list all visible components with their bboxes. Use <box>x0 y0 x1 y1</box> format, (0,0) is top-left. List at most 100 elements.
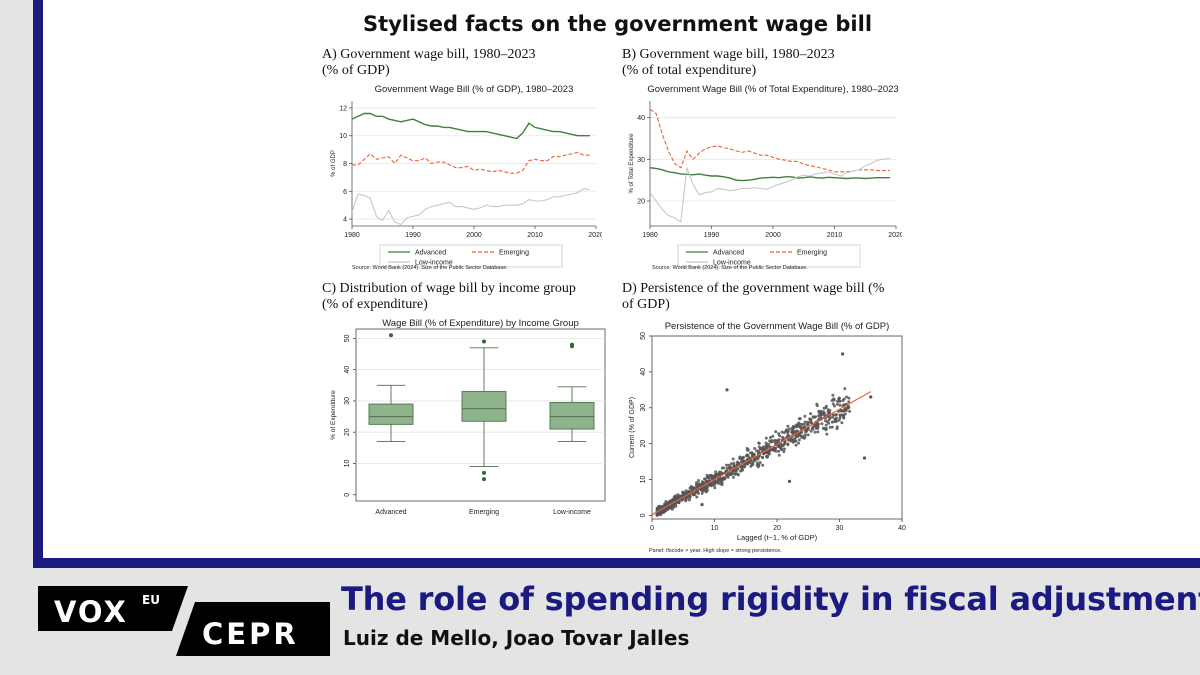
scatter-point <box>773 440 777 443</box>
scatter-point <box>786 424 790 428</box>
article-authors: Luiz de Mello, Joao Tovar Jalles <box>343 626 690 650</box>
y-tick-label: 30 <box>637 157 645 164</box>
scatter-point <box>800 423 804 426</box>
scatter-point <box>706 476 710 480</box>
logo-vox-block <box>38 586 188 631</box>
x-tick-label: 0 <box>650 525 654 532</box>
scatter-point <box>822 412 826 416</box>
series-emerging-line <box>649 108 890 173</box>
scatter-point <box>771 434 775 438</box>
scatter-point <box>791 440 795 444</box>
scatter-point <box>725 466 729 470</box>
scatter-point <box>695 481 698 485</box>
legend-label: Emerging <box>499 250 529 257</box>
scatter-point <box>780 448 784 451</box>
chart-svg: Persistence of the Government Wage Bill … <box>629 321 906 554</box>
scatter-point <box>733 472 736 476</box>
scatter-point <box>690 486 694 489</box>
scatter-point <box>713 486 717 490</box>
x-tick-label: 1990 <box>704 232 720 239</box>
scatter-point <box>732 461 736 465</box>
scatter-point <box>797 438 801 442</box>
legend-label: Low-income <box>415 260 453 267</box>
scatter-point <box>758 461 762 464</box>
x-category-label: Low-income <box>553 509 591 516</box>
scatter-point <box>777 449 781 453</box>
scatter-point <box>684 489 688 493</box>
scatter-point <box>695 495 699 499</box>
scatter-point <box>803 414 807 418</box>
x-tick-label: 2010 <box>527 232 543 239</box>
chart-title: Wage Bill (% of Expenditure) by Income G… <box>382 318 579 329</box>
y-tick-label: 6 <box>343 189 347 196</box>
scatter-point <box>708 483 712 487</box>
scatter-point <box>670 507 674 511</box>
scatter-point <box>732 475 735 479</box>
scatter-point <box>722 466 725 470</box>
box-emerging <box>461 391 507 422</box>
logo-cepr-text: CEPR <box>202 617 299 651</box>
scatter-point <box>784 429 788 433</box>
y-tick-label: 20 <box>637 199 645 206</box>
scatter-point <box>797 421 801 425</box>
scatter-point <box>844 409 848 413</box>
scatter-point <box>769 436 772 439</box>
scatter-point <box>838 416 842 420</box>
figure-title: Stylised facts on the government wage bi… <box>362 12 873 36</box>
scatter-point <box>697 479 700 482</box>
scatter-point <box>824 404 828 408</box>
scatter-point <box>835 413 838 416</box>
voxeu-cepr-logo[interactable]: VOX EU CEPR <box>38 586 330 656</box>
scatter-point <box>755 461 759 465</box>
scatter-point <box>695 490 699 494</box>
y-tick-label: 4 <box>343 217 347 224</box>
scatter-point <box>727 463 731 467</box>
source-note: Source: World Bank (2024). Size of the P… <box>352 265 508 271</box>
scatter-point <box>812 415 816 419</box>
chart-title: Government Wage Bill (% of GDP), 1980–20… <box>375 84 574 95</box>
scatter-point <box>836 399 840 403</box>
scatter-point <box>826 420 829 424</box>
scatter-outlier-point <box>841 352 845 356</box>
scatter-point <box>801 434 805 438</box>
scatter-point <box>768 439 772 443</box>
y-tick-label: 10 <box>339 133 347 140</box>
scatter-point <box>831 393 835 397</box>
scatter-point <box>714 474 717 478</box>
y-tick-label: 50 <box>640 332 647 340</box>
scatter-point <box>816 426 820 430</box>
legend-label: Advanced <box>415 250 446 257</box>
scatter-point <box>777 432 781 436</box>
y-tick-label: 8 <box>343 161 347 168</box>
scatter-point <box>732 464 736 467</box>
scatter-point <box>666 508 669 511</box>
scatter-point <box>750 463 754 467</box>
scatter-point <box>725 463 728 467</box>
article-title[interactable]: The role of spending rigidity in fiscal … <box>341 580 1200 618</box>
y-axis-label: % of Expenditure <box>330 390 337 440</box>
x-tick-label: 1980 <box>344 232 360 239</box>
scatter-point <box>719 482 723 485</box>
scatter-point <box>783 442 787 446</box>
chart-note: Panel: ifscode × year. High slope ≈ stro… <box>649 548 782 554</box>
scatter-point <box>664 500 668 503</box>
y-tick-label: 20 <box>344 428 351 436</box>
panel-a-caption: A) Government wage bill, 1980–2023 (% of… <box>322 47 592 79</box>
x-tick-label: 2020 <box>588 232 602 239</box>
box-low-income <box>549 402 595 430</box>
scatter-point <box>770 440 774 444</box>
y-tick-label: 50 <box>344 334 351 342</box>
scatter-point <box>756 457 760 461</box>
scatter-points <box>655 387 852 517</box>
scatter-point <box>764 436 768 440</box>
scatter-point <box>757 449 761 453</box>
scatter-point <box>830 425 834 429</box>
scatter-point <box>658 511 662 515</box>
scatter-point <box>837 396 841 400</box>
scatter-point <box>780 430 784 434</box>
scatter-point <box>752 453 756 457</box>
legend-box <box>677 244 861 268</box>
scatter-point <box>806 433 810 437</box>
scatter-point <box>711 476 715 480</box>
